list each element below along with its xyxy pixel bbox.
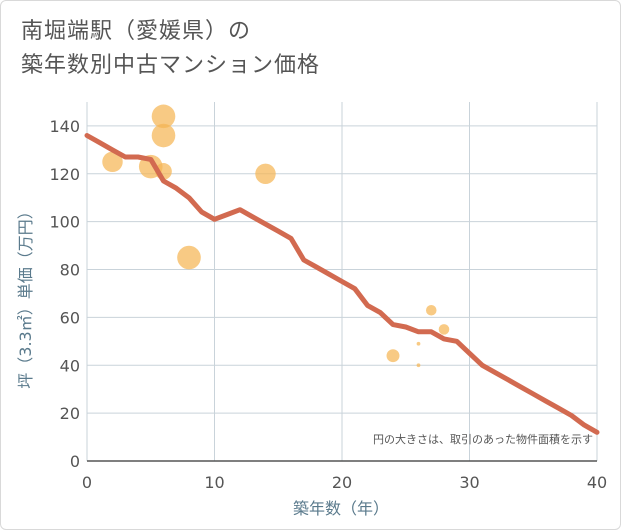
y-tick-label-3: 60 [60,308,80,327]
bubble-point-10 [425,304,437,316]
y-axis-title: 坪（3.3㎡）単価（万円） [16,203,35,388]
y-tick-label-1: 20 [60,404,80,423]
bubble-point-11 [438,324,450,335]
x-tick-label-2: 20 [332,473,352,492]
bubble-point-4 [151,104,176,129]
y-tick-label-2: 40 [60,356,80,375]
bubble-point-6 [255,163,276,185]
x-tick-label-1: 10 [204,473,224,492]
x-tick-label-4: 40 [587,473,607,492]
chart-title-line-1: 南堀端駅（愛媛県）の [21,19,252,44]
grid-lines [86,102,598,462]
y-tick-label-5: 100 [49,213,80,232]
bubble-point-3 [151,123,176,148]
x-tick-label-3: 30 [459,473,479,492]
bubble-point-5 [177,245,201,270]
bubble-point-7 [386,349,400,363]
y-tick-label-6: 120 [49,165,80,184]
y-tick-label-7: 140 [49,117,80,136]
y-axis-ticks: 0 20 40 60 80 100 120 140 [49,117,80,471]
bubble-point-0 [102,151,123,173]
bubble-size-note: 円の大きさは、取引のあった物件面積を示す [373,432,593,446]
trend-line [84,133,600,435]
y-tick-label-0: 0 [70,452,80,471]
x-tick-label-0: 0 [82,473,92,492]
y-tick-label-4: 80 [60,261,80,280]
bubble-point-8 [416,341,421,346]
x-axis-ticks: 0 10 20 30 40 [82,473,607,492]
bubble-point-9 [416,363,421,368]
chart-title: 南堀端駅（愛媛県）の 築年数別中古マンション価格 [21,15,320,83]
chart-title-line-2: 築年数別中古マンション価格 [21,53,321,78]
x-axis-title: 築年数（年） [293,499,389,518]
